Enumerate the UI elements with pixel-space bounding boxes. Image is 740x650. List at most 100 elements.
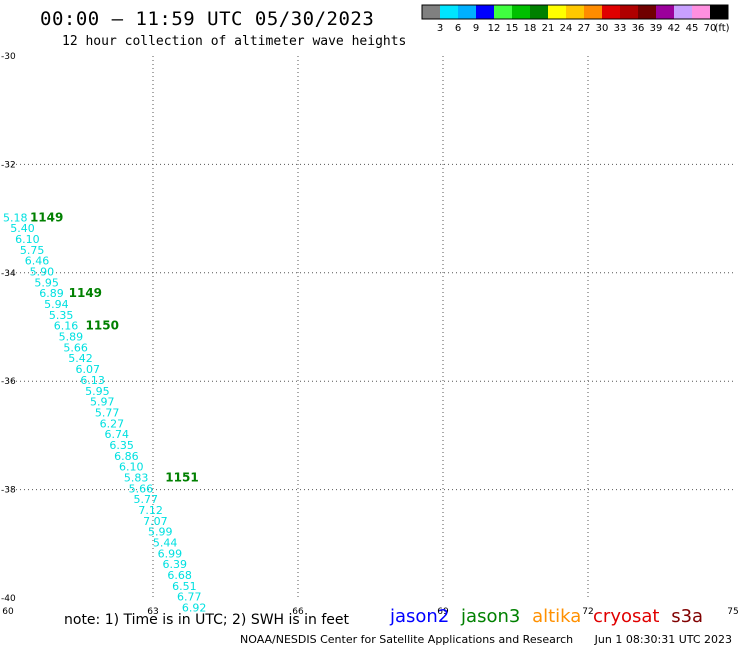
legend-label: 33 <box>614 23 627 34</box>
legend-label: 36 <box>632 23 645 34</box>
legend-swatch <box>710 5 728 19</box>
legend-label: 9 <box>473 23 479 34</box>
legend-swatch <box>530 5 548 19</box>
wave-height-value: 5.66 <box>63 341 88 354</box>
legend-swatch <box>620 5 638 19</box>
legend-swatch <box>494 5 512 19</box>
satellite-legend: jason2 jason3 altika cryosat s3a <box>390 606 709 627</box>
wave-height-value: 5.95 <box>85 385 110 398</box>
wave-height-value: 5.95 <box>34 276 59 289</box>
footer-timestamp: Jun 1 08:30:31 UTC 2023 <box>594 633 733 646</box>
wave-height-value: 5.90 <box>30 266 55 279</box>
map-subtitle: 12 hour collection of altimeter wave hei… <box>62 34 407 49</box>
lon-tick-label: 72 <box>582 607 593 617</box>
wave-height-value: 5.89 <box>59 331 84 344</box>
lon-tick-label: 60 <box>2 607 14 617</box>
legend-label: 6 <box>455 23 461 34</box>
legend-swatch <box>692 5 710 19</box>
pass-time-label: 1149 <box>69 286 102 300</box>
wave-height-value: 6.10 <box>119 461 144 474</box>
pass-time-labels: 1149 1149 1150 1151 <box>30 210 199 484</box>
legend-label: 39 <box>650 23 663 34</box>
wave-height-value: 5.97 <box>90 396 115 409</box>
axis-ticks: 60 63 66 69 72 75 -30 -32 -34 -36 -38 -40 <box>1 52 739 617</box>
satellite-jason2: jason2 <box>390 606 450 627</box>
wave-height-value: 6.35 <box>109 439 134 452</box>
satellite-altika: altika <box>532 606 582 627</box>
legend-swatch <box>476 5 494 19</box>
wave-height-value: 5.66 <box>129 482 154 495</box>
legend-swatch <box>584 5 602 19</box>
wave-height-value: 6.46 <box>25 255 50 268</box>
wave-height-value: 6.89 <box>39 287 64 300</box>
legend-label: 45 <box>686 23 699 34</box>
wave-height-value: 6.13 <box>80 374 105 387</box>
satellite-s3a: s3a <box>671 606 704 627</box>
satellite-jason3: jason3 <box>461 606 521 627</box>
wave-height-value: 6.07 <box>76 363 101 376</box>
wave-height-points: 5.185.406.105.756.465.905.956.895.945.35… <box>3 211 206 614</box>
lon-tick-label: 75 <box>727 607 738 617</box>
lat-tick-label: -30 <box>1 52 16 62</box>
footnote: note: 1) Time is in UTC; 2) SWH is in fe… <box>64 612 350 628</box>
wave-height-value: 5.42 <box>68 352 93 365</box>
legend-unit: (ft) <box>714 23 729 34</box>
wave-height-value: 6.99 <box>158 547 183 560</box>
wave-height-value: 5.94 <box>44 298 69 311</box>
wave-height-value: 6.77 <box>177 591 202 604</box>
lat-tick-label: -40 <box>1 594 16 604</box>
wave-height-value: 5.44 <box>153 537 178 550</box>
wave-height-value: 6.16 <box>54 320 79 333</box>
footer: NOAA/NESDIS Center for Satellite Applica… <box>240 633 732 646</box>
legend-label: 24 <box>560 23 573 34</box>
legend-swatch <box>458 5 476 19</box>
legend-label: 27 <box>578 23 591 34</box>
satellite-cryosat: cryosat <box>593 606 660 627</box>
wave-height-value: 6.10 <box>15 233 40 246</box>
map-grid <box>8 56 733 598</box>
legend-swatch <box>440 5 458 19</box>
wave-height-value: 6.27 <box>100 417 125 430</box>
legend-label: 3 <box>437 23 443 34</box>
wave-height-value: 5.40 <box>10 222 35 235</box>
wave-height-value: 5.77 <box>95 406 120 419</box>
legend-label: 15 <box>506 23 519 34</box>
lon-tick-label: 66 <box>292 607 304 617</box>
pass-time-label: 1149 <box>30 210 63 224</box>
pass-time-label: 1150 <box>86 319 119 333</box>
legend-label: 12 <box>488 23 501 34</box>
legend-label: 70 <box>704 23 717 34</box>
legend-label: 30 <box>596 23 609 34</box>
legend-swatch <box>638 5 656 19</box>
legend-swatch <box>566 5 584 19</box>
lon-tick-label: 63 <box>147 607 158 617</box>
wave-height-value: 5.77 <box>134 493 159 506</box>
wave-height-value: 7.07 <box>143 515 168 528</box>
wave-height-value: 5.35 <box>49 309 74 322</box>
legend-label: 18 <box>524 23 537 34</box>
lat-tick-label: -36 <box>1 377 16 387</box>
wave-height-value: 5.75 <box>20 244 45 257</box>
color-legend: 3 6 9 12 15 18 21 24 27 30 33 36 39 42 45 70(ft) <box>421 4 730 34</box>
lon-tick-label: 69 <box>437 607 449 617</box>
legend-swatch <box>548 5 566 19</box>
wave-height-value: 5.99 <box>148 526 173 539</box>
pass-time-label: 1151 <box>165 470 198 484</box>
wave-height-value: 5.83 <box>124 471 149 484</box>
wave-height-value: 6.92 <box>182 602 207 615</box>
legend-swatch <box>422 5 440 19</box>
legend-swatch <box>602 5 620 19</box>
legend-border <box>421 4 729 20</box>
legend-swatch <box>512 5 530 19</box>
wave-height-value: 6.74 <box>105 428 130 441</box>
lat-tick-label: -38 <box>1 486 16 496</box>
map-title: 00:00 – 11:59 UTC 05/30/2023 <box>40 8 375 30</box>
legend-swatch <box>674 5 692 19</box>
footer-credit: NOAA/NESDIS Center for Satellite Applica… <box>240 633 574 646</box>
wave-height-value: 6.68 <box>167 569 192 582</box>
wave-height-value: 6.86 <box>114 450 139 463</box>
lat-tick-label: -34 <box>1 269 16 279</box>
wave-height-value: 7.12 <box>138 504 163 517</box>
legend-label: 42 <box>668 23 681 34</box>
